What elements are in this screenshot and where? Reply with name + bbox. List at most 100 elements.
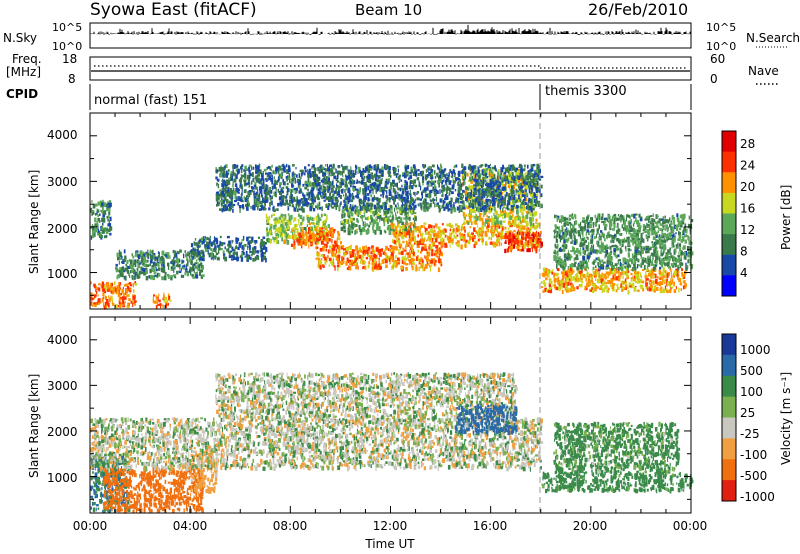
heatmap-cell (402, 240, 405, 244)
heatmap-cell (651, 268, 653, 271)
heatmap-cell (558, 248, 562, 252)
heatmap-cell (101, 227, 104, 230)
heatmap-cell (633, 256, 635, 259)
heatmap-cell (315, 257, 318, 260)
heatmap-cell (600, 230, 603, 233)
heatmap-cell (90, 292, 93, 297)
heatmap-cell (498, 242, 501, 247)
heatmap-cell (145, 269, 148, 275)
heatmap-cell (325, 232, 329, 237)
heatmap-cell (632, 232, 635, 237)
heatmap-cell (553, 251, 556, 254)
heatmap-cell (409, 222, 412, 226)
heatmap-cell (590, 234, 592, 237)
heatmap-cell (511, 210, 515, 213)
heatmap-cell (493, 221, 496, 226)
heatmap-cell (101, 202, 104, 207)
heatmap-cell (656, 255, 659, 260)
heatmap-cell (426, 239, 428, 242)
heatmap-cell (140, 266, 143, 271)
heatmap-cell (524, 244, 526, 249)
heatmap-cell (632, 242, 634, 246)
heatmap-cell (97, 231, 100, 236)
heatmap-cell (434, 259, 437, 263)
heatmap-cell (621, 215, 625, 219)
heatmap-cell (607, 287, 610, 291)
heatmap-cell (616, 230, 619, 234)
heatmap-cell (605, 247, 608, 252)
heatmap-cell (637, 258, 640, 263)
heatmap-cell (680, 255, 682, 261)
heatmap-cell (265, 257, 267, 263)
heatmap-cell (233, 257, 237, 260)
heatmap-cell (190, 243, 193, 248)
heatmap-cell (449, 187, 452, 192)
heatmap-cell (564, 244, 568, 248)
heatmap-cell (636, 234, 639, 239)
heatmap-cell (361, 207, 364, 211)
heatmap-cell (437, 267, 441, 273)
heatmap-cell (336, 241, 339, 245)
heatmap-cell (138, 262, 142, 265)
heatmap-cell (126, 286, 130, 291)
heatmap-cell (635, 255, 638, 261)
heatmap-cell (195, 251, 198, 257)
heatmap-cell (164, 253, 167, 257)
heatmap-cell (430, 225, 433, 229)
heatmap-cell (231, 240, 234, 243)
heatmap-cell (359, 249, 363, 253)
heatmap-cell (167, 265, 170, 270)
heatmap-cell (283, 229, 286, 231)
heatmap-cell (567, 228, 569, 231)
heatmap-cell (173, 262, 175, 266)
heatmap-cell (119, 304, 122, 309)
heatmap-cell (671, 240, 675, 246)
heatmap-cell (355, 245, 359, 250)
heatmap-cell (663, 239, 667, 243)
heatmap-cell (295, 174, 298, 178)
heatmap-cell (682, 231, 685, 236)
heatmap-cell (94, 227, 98, 233)
heatmap-cell (400, 231, 403, 236)
heatmap-cell (273, 225, 276, 230)
heatmap-cell (325, 243, 328, 248)
heatmap-cell (657, 240, 660, 244)
heatmap-cell (298, 208, 301, 211)
heatmap-cell (213, 249, 216, 252)
heatmap-cell (398, 251, 401, 255)
heatmap-cell (581, 220, 585, 223)
heatmap-cell (277, 233, 279, 238)
heatmap-cell (96, 301, 98, 305)
heatmap-cell (644, 274, 648, 278)
heatmap-cell (215, 239, 219, 245)
heatmap-cell (478, 227, 482, 230)
heatmap-cell (293, 240, 296, 245)
heatmap-cell (108, 295, 110, 299)
heatmap-cell (365, 247, 369, 251)
heatmap-cell (491, 171, 494, 175)
heatmap-cell (662, 220, 665, 225)
heatmap-cell (470, 189, 473, 195)
heatmap-cell (474, 216, 476, 219)
heatmap-cell (590, 235, 592, 241)
heatmap-cell (574, 261, 577, 264)
heatmap-cell (142, 252, 144, 258)
heatmap-cell (542, 267, 546, 271)
heatmap-cell (494, 226, 496, 231)
heatmap-cell (555, 260, 558, 263)
heatmap-cell (565, 271, 568, 276)
heatmap-cell (604, 285, 607, 290)
heatmap-cell (673, 261, 675, 266)
heatmap-cell (626, 214, 629, 218)
heatmap-cell (625, 225, 629, 229)
heatmap-cell (690, 219, 694, 223)
heatmap-cell (565, 263, 567, 267)
heatmap-cell (507, 213, 511, 218)
heatmap-cell (362, 251, 364, 255)
heatmap-cell (326, 214, 328, 218)
heatmap-cell (577, 264, 579, 268)
heatmap-cell (467, 232, 470, 238)
heatmap-cell (619, 249, 623, 254)
heatmap-cell (555, 215, 558, 218)
heatmap-cell (518, 221, 520, 226)
